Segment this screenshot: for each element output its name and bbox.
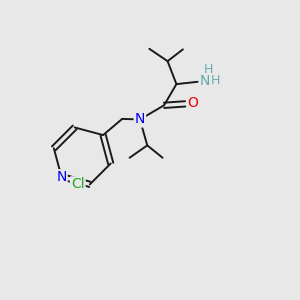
Text: H: H bbox=[204, 64, 214, 76]
Text: N: N bbox=[135, 112, 145, 127]
Text: H: H bbox=[211, 74, 220, 87]
Text: Cl: Cl bbox=[71, 177, 85, 191]
Text: O: O bbox=[188, 96, 199, 110]
Text: N: N bbox=[200, 74, 210, 88]
Text: N: N bbox=[56, 170, 67, 184]
